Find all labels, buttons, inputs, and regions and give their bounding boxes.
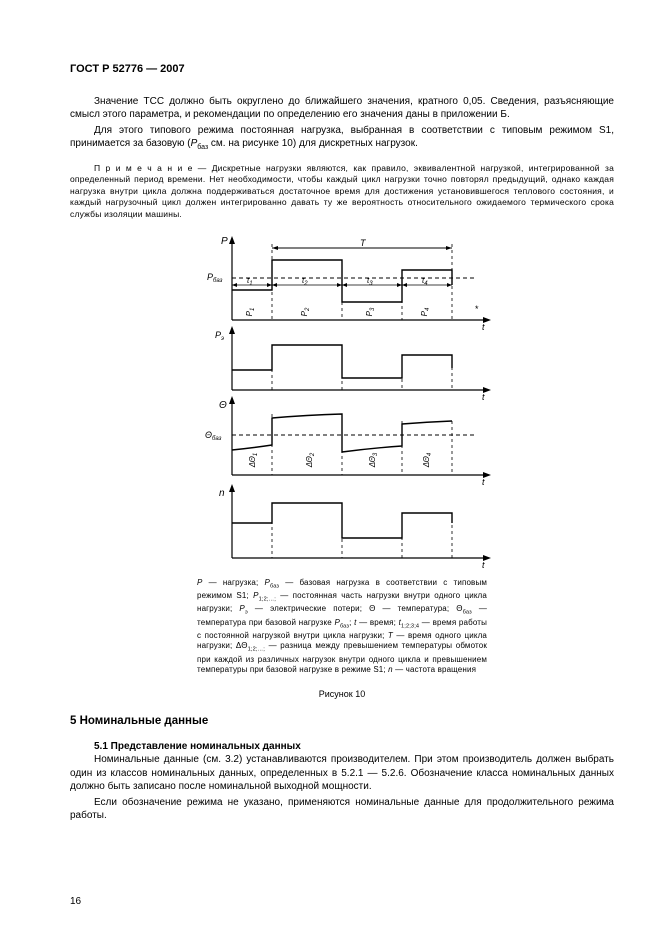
section-5-heading: 5 Номинальные данные — [70, 714, 614, 730]
svg-text:t: t — [482, 560, 485, 570]
doc-header: ГОСТ Р 52776 — 2007 — [70, 62, 614, 77]
p2-b: см. на рисунке 10) для дискретных нагруз… — [208, 138, 418, 149]
svg-text:T: T — [360, 238, 367, 248]
svg-text:ΔΘ4: ΔΘ4 — [422, 452, 433, 468]
paragraph-3: Номинальные данные (см. 3.2) устанавлива… — [70, 753, 614, 794]
svg-text:*: * — [475, 304, 479, 314]
svg-text:P3: P3 — [365, 307, 376, 316]
figure-label: Рисунок 10 — [70, 688, 614, 700]
svg-text:t: t — [482, 322, 485, 332]
svg-text:Pбаз: Pбаз — [207, 272, 223, 284]
svg-text:ΔΘ1: ΔΘ1 — [248, 453, 259, 469]
svg-text:P4: P4 — [420, 307, 431, 316]
note: П р и м е ч а н и е — Дискретные нагрузк… — [70, 163, 614, 220]
svg-text:ΔΘ3: ΔΘ3 — [368, 452, 379, 468]
svg-text:Pэ: Pэ — [215, 330, 224, 342]
note-lead: П р и м е ч а н и е — — [94, 163, 212, 173]
figure-10: P1 P2 P3 P4 P Pбаз T t1 t2 t3 t4 * t — [70, 230, 614, 700]
svg-text:Θбаз: Θбаз — [205, 430, 222, 442]
figure-svg: P1 P2 P3 P4 P Pбаз T t1 t2 t3 t4 * t — [177, 230, 507, 570]
paragraph-4: Если обозначение режима не указано, прим… — [70, 796, 614, 823]
page-number: 16 — [70, 895, 81, 909]
section-5-1-heading: 5.1 Представление номинальных данных — [70, 740, 614, 754]
axis-p: P — [221, 236, 228, 247]
svg-text:t: t — [482, 392, 485, 402]
svg-text:t: t — [482, 477, 485, 487]
paragraph-1: Значение ТСС должно быть округлено до бл… — [70, 95, 614, 122]
svg-text:n: n — [219, 488, 225, 499]
svg-text:P1: P1 — [245, 308, 256, 317]
figure-caption: PP — нагрузка; P — нагрузка; Pбаз — базо… — [197, 578, 487, 676]
svg-text:ΔΘ2: ΔΘ2 — [305, 452, 316, 468]
paragraph-2: Для этого типового режима постоянная наг… — [70, 124, 614, 153]
svg-text:P2: P2 — [300, 307, 311, 316]
svg-text:Θ: Θ — [219, 400, 227, 411]
